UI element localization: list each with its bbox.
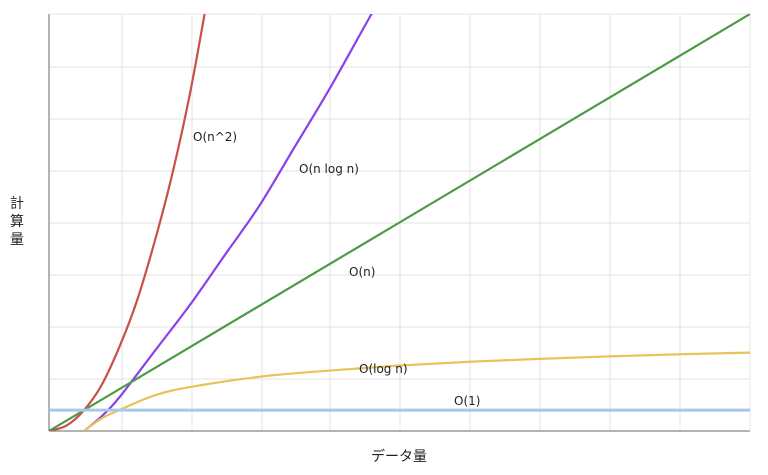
series-label-o-n: O(n): [349, 265, 375, 279]
series-line-o-n: [49, 14, 750, 431]
series-label-o-log-n: O(log n): [359, 362, 408, 376]
series-label-o-n-log-n: O(n log n): [299, 162, 359, 176]
series-line-o-n-2: [49, 14, 206, 431]
y-axis-label: 計算量: [10, 196, 24, 248]
series-line-o-n-log-n: [82, 14, 373, 431]
series-label-o-n-2: O(n^2): [193, 130, 237, 144]
series-label-o-1: O(1): [454, 394, 480, 408]
series-line-o-log-n: [82, 351, 750, 431]
series-lines: [49, 14, 750, 431]
x-axis-label: データ量: [371, 449, 427, 465]
